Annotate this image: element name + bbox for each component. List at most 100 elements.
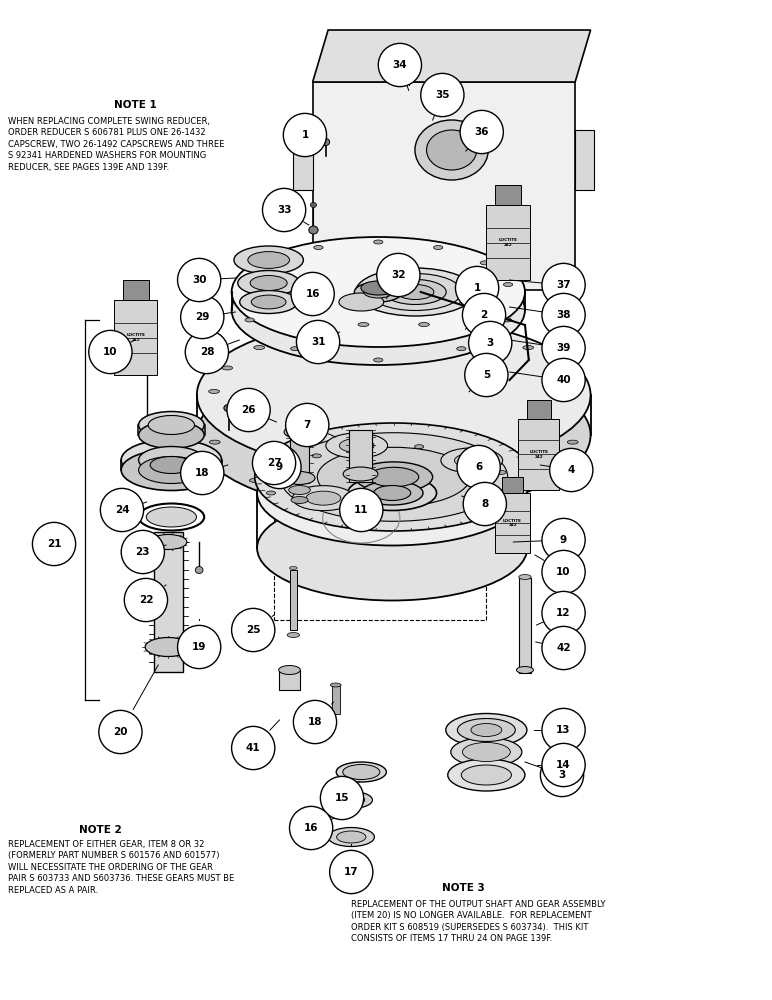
Ellipse shape — [238, 270, 300, 296]
Text: 4: 4 — [567, 465, 575, 475]
Ellipse shape — [248, 252, 290, 268]
Ellipse shape — [290, 347, 300, 351]
Ellipse shape — [245, 318, 254, 322]
Text: WHEN REPLACING COMPLETE SWING REDUCER,
ORDER REDUCER S 606781 PLUS ONE 26-1432
C: WHEN REPLACING COMPLETE SWING REDUCER, O… — [8, 117, 224, 172]
Ellipse shape — [222, 366, 232, 370]
Ellipse shape — [374, 486, 411, 500]
Text: 13: 13 — [557, 725, 571, 735]
Ellipse shape — [337, 831, 366, 843]
Bar — [519, 578, 531, 672]
Text: 18: 18 — [195, 468, 209, 478]
Circle shape — [291, 272, 334, 316]
Ellipse shape — [361, 445, 370, 449]
Circle shape — [542, 293, 585, 337]
Ellipse shape — [336, 501, 347, 505]
Polygon shape — [495, 185, 521, 205]
Text: LOCTITE
242: LOCTITE 242 — [503, 519, 522, 527]
Circle shape — [252, 441, 296, 485]
Text: 10: 10 — [557, 567, 571, 577]
Ellipse shape — [523, 346, 533, 350]
Polygon shape — [123, 280, 149, 300]
Circle shape — [290, 806, 333, 850]
Ellipse shape — [516, 666, 533, 674]
Ellipse shape — [197, 318, 591, 473]
Polygon shape — [114, 300, 157, 375]
Ellipse shape — [361, 281, 395, 295]
Ellipse shape — [293, 486, 354, 511]
Text: 1: 1 — [301, 130, 309, 140]
Text: 9: 9 — [560, 535, 567, 545]
Ellipse shape — [358, 323, 369, 327]
Ellipse shape — [361, 481, 423, 505]
Ellipse shape — [287, 633, 300, 638]
Circle shape — [542, 550, 585, 594]
Text: 18: 18 — [308, 717, 322, 727]
Bar — [154, 532, 183, 672]
Ellipse shape — [208, 389, 219, 393]
Ellipse shape — [289, 486, 310, 494]
Text: 23: 23 — [136, 547, 150, 557]
Ellipse shape — [476, 330, 486, 334]
Polygon shape — [313, 82, 575, 290]
Text: 37: 37 — [557, 280, 571, 290]
Text: 6: 6 — [475, 462, 482, 472]
Ellipse shape — [147, 507, 197, 527]
Ellipse shape — [369, 467, 418, 487]
Text: 27: 27 — [267, 458, 281, 468]
Ellipse shape — [496, 470, 506, 474]
Ellipse shape — [250, 275, 287, 290]
Text: LOCTITE
242: LOCTITE 242 — [127, 333, 145, 342]
Ellipse shape — [257, 440, 527, 546]
Circle shape — [455, 266, 499, 310]
Ellipse shape — [279, 470, 288, 474]
Text: 40: 40 — [557, 375, 571, 385]
Ellipse shape — [309, 226, 318, 234]
Ellipse shape — [463, 454, 472, 458]
Ellipse shape — [150, 534, 187, 550]
Text: 29: 29 — [195, 312, 209, 322]
Polygon shape — [496, 493, 530, 553]
Text: 24: 24 — [115, 505, 129, 515]
Ellipse shape — [328, 828, 374, 846]
Ellipse shape — [234, 246, 303, 274]
Circle shape — [320, 776, 364, 820]
Circle shape — [232, 726, 275, 770]
Circle shape — [121, 530, 164, 574]
Text: 42: 42 — [557, 643, 571, 653]
Text: 1: 1 — [473, 283, 481, 293]
Ellipse shape — [527, 478, 538, 482]
Circle shape — [89, 330, 132, 374]
Ellipse shape — [330, 792, 373, 808]
Ellipse shape — [480, 261, 489, 265]
Text: 2: 2 — [480, 310, 488, 320]
Ellipse shape — [568, 389, 579, 393]
Text: REPLACEMENT OF EITHER GEAR, ITEM 8 OR 32
(FORMERLY PART NUMBER S 601576 AND 6015: REPLACEMENT OF EITHER GEAR, ITEM 8 OR 32… — [8, 840, 234, 895]
Ellipse shape — [284, 472, 315, 485]
Ellipse shape — [503, 283, 513, 287]
Circle shape — [465, 353, 508, 397]
Text: NOTE 3: NOTE 3 — [442, 883, 485, 893]
Ellipse shape — [291, 496, 308, 504]
Polygon shape — [527, 400, 551, 419]
Ellipse shape — [317, 447, 470, 507]
Ellipse shape — [139, 446, 204, 474]
Bar — [279, 670, 300, 690]
Circle shape — [262, 188, 306, 232]
Polygon shape — [486, 205, 530, 280]
Ellipse shape — [434, 246, 443, 250]
Circle shape — [340, 488, 383, 532]
Ellipse shape — [441, 448, 503, 473]
Text: 12: 12 — [557, 608, 571, 618]
Ellipse shape — [151, 456, 193, 474]
Ellipse shape — [397, 284, 434, 300]
Circle shape — [99, 710, 142, 754]
Ellipse shape — [457, 718, 516, 742]
Ellipse shape — [252, 295, 286, 309]
Circle shape — [542, 743, 585, 787]
Ellipse shape — [374, 240, 383, 244]
Ellipse shape — [418, 323, 429, 327]
Ellipse shape — [354, 282, 402, 302]
Text: 31: 31 — [311, 337, 325, 347]
Circle shape — [181, 295, 224, 339]
Text: 20: 20 — [113, 727, 127, 737]
